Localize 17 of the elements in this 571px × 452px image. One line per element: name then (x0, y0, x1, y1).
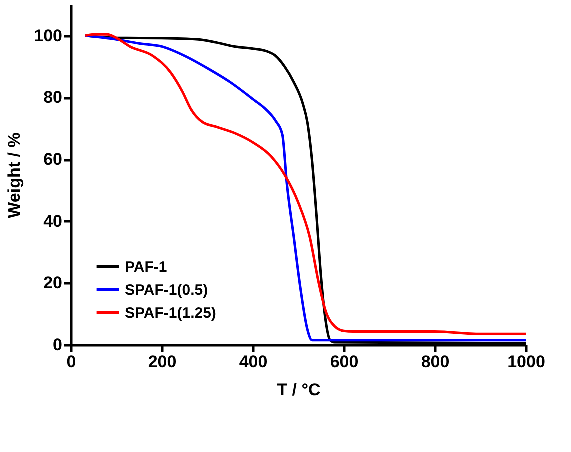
y-tick-label: 0 (53, 336, 62, 354)
x-tick-label: 1000 (508, 352, 546, 372)
legend-label: SPAF-1(1.25) (125, 305, 216, 322)
x-tick-label: 0 (66, 352, 76, 372)
y-tick-label: 100 (34, 26, 62, 46)
x-axis-title: T / °C (277, 380, 321, 400)
legend-label: SPAF-1(0.5) (125, 282, 208, 299)
y-tick-label: 60 (44, 150, 62, 170)
y-tick-label: 40 (44, 212, 62, 231)
y-tick-label: 80 (44, 88, 62, 108)
x-tick-label: 600 (330, 352, 359, 372)
y-tick-label: 20 (44, 274, 62, 293)
y-axis-title: Weight / % (5, 132, 24, 218)
x-tick-label: 200 (148, 352, 177, 372)
x-tick-label: 800 (421, 352, 450, 372)
x-tick-label: 400 (239, 352, 268, 372)
legend-label: PAF-1 (125, 259, 168, 276)
